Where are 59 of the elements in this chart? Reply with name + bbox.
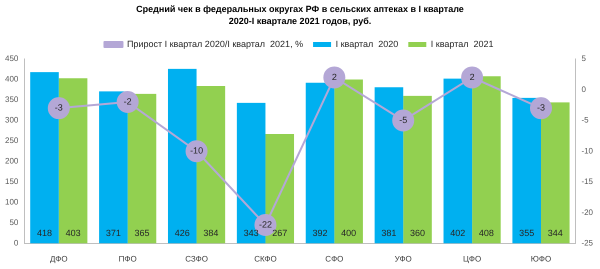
data-label: -5 xyxy=(399,114,408,125)
x-tick-label: ДФО xyxy=(50,254,68,264)
data-label: 402 xyxy=(450,228,466,238)
x-tick-label: ЮФО xyxy=(530,254,552,264)
y-tick-label: 400 xyxy=(4,74,19,84)
y2-tick-label: -20 xyxy=(581,208,594,217)
data-label: -3 xyxy=(54,102,63,113)
data-label: 360 xyxy=(410,228,426,238)
data-label: -22 xyxy=(258,219,272,230)
data-label: 2 xyxy=(470,72,475,82)
data-label: -3 xyxy=(536,102,545,113)
y-tick-label: 300 xyxy=(4,116,19,125)
data-label: 418 xyxy=(36,228,52,238)
data-label: -2 xyxy=(124,96,132,107)
y2-tick-label: 0 xyxy=(581,84,586,94)
point xyxy=(116,91,139,114)
chart-title: Средний чек в федеральных округах РФ в сельских аптеках в I квартале 2020-I квартале 2021 годов, руб. xyxy=(135,3,465,27)
data-label: 426 xyxy=(174,228,190,238)
x-tick-label: СКФО xyxy=(254,254,277,264)
data-label: 384 xyxy=(203,228,218,238)
data-label: 344 xyxy=(548,228,563,238)
data-label: 365 xyxy=(134,228,150,238)
y-tick-label: 50 xyxy=(9,218,19,228)
data-label: 408 xyxy=(478,228,494,238)
y-tick-label: 150 xyxy=(4,177,19,186)
x-tick-label: ЦФО xyxy=(462,254,482,264)
legend-label: Прирост I квартал 2020/I квартал 2021, % xyxy=(126,38,304,49)
y2-tick-label: -25 xyxy=(581,238,594,248)
bar xyxy=(444,78,472,244)
legend-label: I квартал 2020 xyxy=(336,38,398,49)
x-tick-label: УФО xyxy=(394,254,412,264)
x-tick-label: ПФО xyxy=(118,254,137,264)
bar xyxy=(334,79,363,244)
y-tick-label: 350 xyxy=(4,95,19,104)
y-tick-label: 450 xyxy=(4,54,19,64)
data-label: 392 xyxy=(312,228,328,238)
data-label: 267 xyxy=(272,228,288,238)
data-label: -10 xyxy=(190,146,204,156)
data-label: 371 xyxy=(106,228,121,238)
y2-tick-label: -5 xyxy=(581,116,590,125)
y-tick-label: 100 xyxy=(4,198,19,207)
y-tick-label: 250 xyxy=(4,136,19,146)
point xyxy=(461,66,484,88)
data-label: 403 xyxy=(66,228,81,238)
data-label: 355 xyxy=(519,228,534,238)
y-tick-label: 0 xyxy=(14,238,19,248)
x-tick-label: СЗФО xyxy=(185,254,208,264)
data-label: 2 xyxy=(332,72,337,82)
bar xyxy=(306,82,334,244)
data-label: 381 xyxy=(381,228,396,238)
x-tick-label: СФО xyxy=(325,254,344,264)
y2-tick-label: -15 xyxy=(581,177,594,186)
y2-tick-label: -10 xyxy=(581,146,594,156)
point xyxy=(323,66,346,88)
data-label: 343 xyxy=(244,228,259,238)
y-tick-label: 200 xyxy=(4,156,19,166)
y2-tick-label: 5 xyxy=(581,54,586,64)
data-label: 400 xyxy=(341,228,356,238)
legend-label: I квартал 2021 xyxy=(430,38,494,49)
